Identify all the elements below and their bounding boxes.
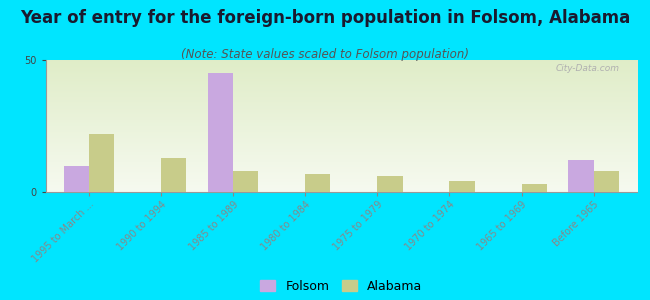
Text: (Note: State values scaled to Folsom population): (Note: State values scaled to Folsom pop… — [181, 48, 469, 61]
Bar — [449, 182, 474, 192]
Bar — [569, 160, 593, 192]
Bar — [64, 166, 89, 192]
Bar — [233, 171, 258, 192]
Bar — [521, 184, 547, 192]
Bar — [593, 171, 619, 192]
Bar — [208, 73, 233, 192]
Bar — [377, 176, 402, 192]
Text: City-Data.com: City-Data.com — [555, 64, 619, 73]
Bar — [161, 158, 186, 192]
Legend: Folsom, Alabama: Folsom, Alabama — [255, 275, 427, 298]
Text: Year of entry for the foreign-born population in Folsom, Alabama: Year of entry for the foreign-born popul… — [20, 9, 630, 27]
Bar — [306, 173, 330, 192]
Bar — [89, 134, 114, 192]
